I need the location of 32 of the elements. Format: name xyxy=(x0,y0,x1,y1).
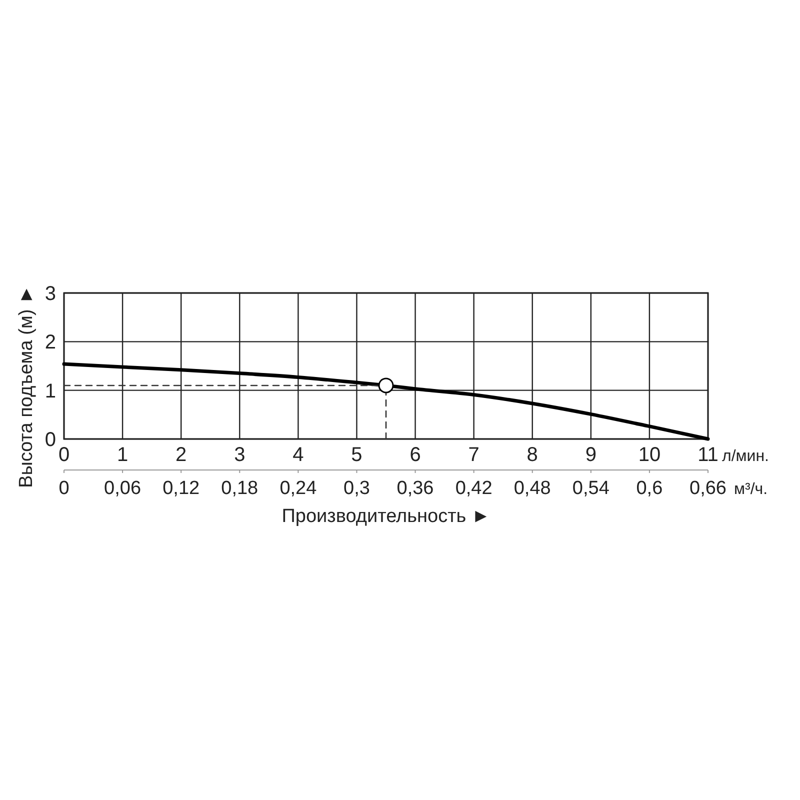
x2-tick-label: 0,54 xyxy=(572,478,610,499)
x2-tick-label: 0,18 xyxy=(221,478,258,499)
x-tick-label: 8 xyxy=(526,444,538,466)
y-axis-title: Высота подъема (м) ► xyxy=(16,285,37,488)
y-tick-label: 3 xyxy=(44,283,56,305)
x-tick-label: 11 xyxy=(698,444,718,466)
x-tick-label: 10 xyxy=(638,444,661,466)
x-tick-label: 7 xyxy=(468,444,480,466)
y-tick-label: 1 xyxy=(44,380,56,402)
x2-tick-label: 0,12 xyxy=(162,478,200,499)
x-tick-label: 9 xyxy=(585,444,596,466)
y-tick-label: 0 xyxy=(44,429,56,451)
x2-tick-label: 0,36 xyxy=(396,478,434,499)
x2-tick-label: 0,6 xyxy=(636,478,663,499)
y-tick-label: 2 xyxy=(44,332,56,354)
x-axis-title: Производительность ► xyxy=(282,506,490,527)
x2-tick-label: 0 xyxy=(58,478,70,499)
x2-tick-label: 0,24 xyxy=(280,478,318,499)
x-tick-label: 3 xyxy=(234,444,246,466)
x-tick-label: 4 xyxy=(292,444,304,466)
x2-tick-label: 0,48 xyxy=(514,478,551,499)
text: л/мин. xyxy=(722,448,769,465)
x-tick-label: 5 xyxy=(351,444,362,466)
x2-tick-label: 0,42 xyxy=(455,478,492,499)
x-tick-label: 1 xyxy=(116,444,128,466)
x-tick-label: 0 xyxy=(58,444,70,466)
x2-tick-label: 0,66 xyxy=(690,478,726,499)
text: м³/ч. xyxy=(734,481,768,498)
x2-tick-label: 0,06 xyxy=(104,478,142,499)
x2-tick-label: 0,3 xyxy=(344,478,370,499)
x-tick-label: 6 xyxy=(410,444,421,466)
x-tick-label: 2 xyxy=(176,444,187,466)
